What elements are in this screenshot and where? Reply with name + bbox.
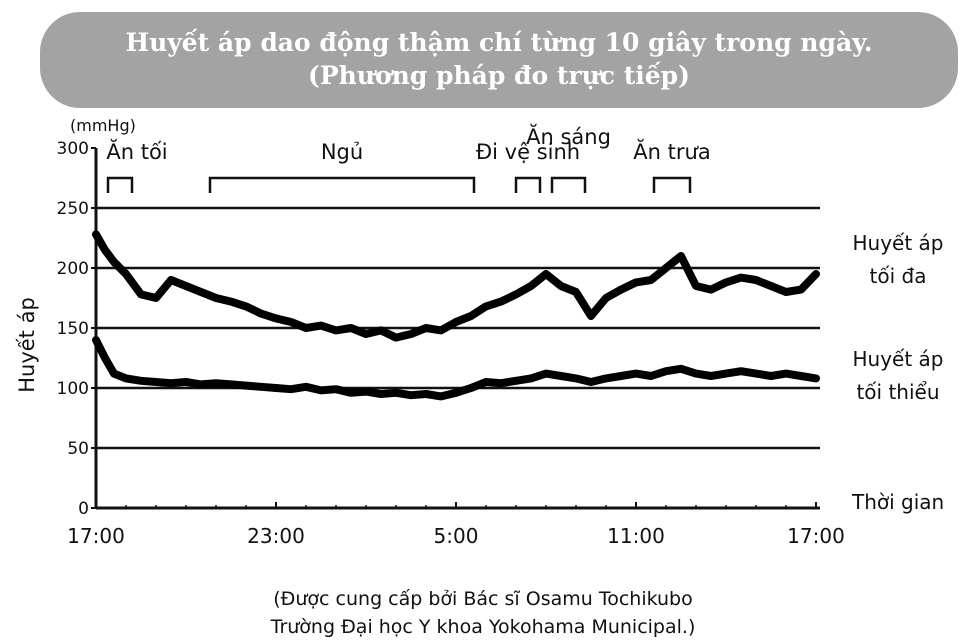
legend-max-line-2: tối đa — [870, 264, 927, 288]
activity-bracket — [208, 176, 476, 193]
y-tick-label: 100 — [57, 379, 89, 399]
legend-min-line-2: tối thiểu — [856, 380, 939, 404]
y-tick-label: 250 — [57, 199, 89, 219]
x-tick-label: 17:00 — [787, 524, 845, 548]
y-tick-label: 150 — [57, 319, 89, 339]
series-line — [92, 336, 820, 401]
y-tick-label: 200 — [57, 259, 89, 279]
y-tick-label: 0 — [78, 499, 89, 519]
legend-min-line-1: Huyết áp — [852, 347, 943, 371]
credit-line-1: (Được cung cấp bởi Bác sĩ Osamu Tochikub… — [273, 588, 693, 610]
activity-bracket — [550, 176, 587, 193]
x-axis-label: Thời gian — [851, 490, 944, 514]
y-tick-label: 300 — [57, 139, 89, 159]
x-tick-label: 23:00 — [247, 524, 305, 548]
x-tick-label: 5:00 — [434, 524, 479, 548]
activity-label: Ngủ — [321, 140, 363, 164]
credit-line-2: Trường Đại học Y khoa Yokohama Municipal… — [270, 616, 696, 638]
x-tick-label: 17:00 — [67, 524, 125, 548]
activity-bracket — [652, 176, 692, 193]
title-banner: Huyết áp dao động thậm chí từng 10 giây … — [40, 12, 958, 108]
activity-bracket — [106, 176, 134, 193]
gridlines — [96, 206, 820, 450]
title-line-2: (Phương pháp đo trực tiếp) — [308, 61, 690, 90]
legend-max-line-1: Huyết áp — [852, 231, 943, 255]
x-ticks: 17:00 23:00 5:00 11:00 17:00 — [67, 502, 845, 548]
activity-label: Ăn trưa — [633, 138, 710, 164]
activity-label: Ăn sáng — [526, 123, 611, 149]
title-line-1: Huyết áp dao động thậm chí từng 10 giây … — [125, 28, 873, 57]
y-tick-label: 50 — [67, 439, 89, 459]
series-line — [92, 230, 820, 342]
y-ticks: 0 50 100 150 200 250 300 — [57, 139, 96, 519]
activity-label: Ăn tối — [106, 138, 167, 164]
y-unit-label: (mmHg) — [70, 116, 136, 135]
series-lines — [92, 230, 820, 401]
activity-label: Đi vệ sinh — [476, 140, 580, 164]
x-tick-label: 11:00 — [607, 524, 665, 548]
y-axis-label: Huyết áp — [15, 297, 39, 393]
activity-bracket — [514, 176, 542, 193]
